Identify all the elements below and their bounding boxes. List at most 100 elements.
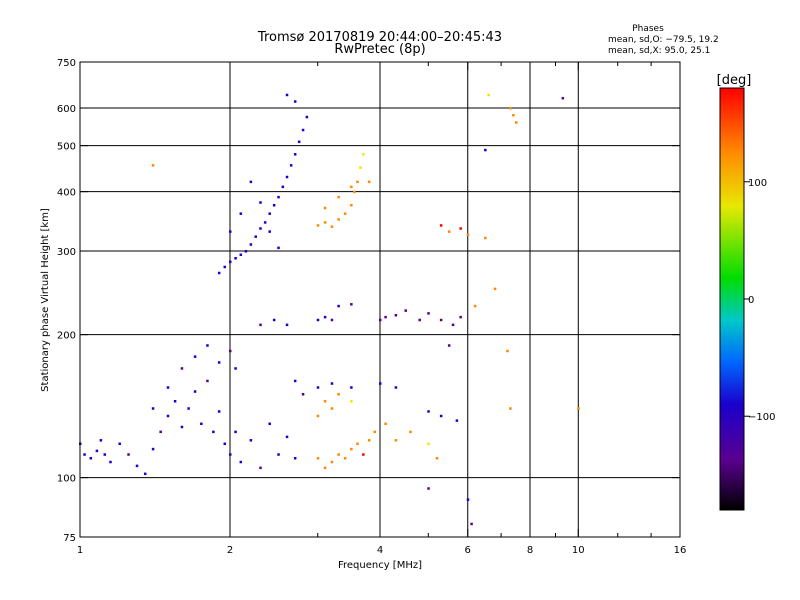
data-point	[166, 386, 170, 389]
data-point	[89, 456, 93, 460]
data-point	[484, 236, 487, 240]
data-point	[200, 422, 203, 426]
data-point	[259, 323, 262, 327]
data-point	[384, 315, 387, 319]
x-axis-label: Frequency [MHz]	[338, 560, 422, 571]
data-point	[217, 361, 221, 364]
data-point	[561, 96, 565, 100]
data-point	[234, 367, 237, 370]
data-point	[337, 453, 340, 456]
data-point	[384, 422, 387, 426]
data-point	[394, 439, 398, 442]
data-point	[337, 304, 340, 308]
data-point	[330, 460, 334, 464]
data-point	[297, 140, 301, 144]
data-point	[229, 453, 232, 456]
data-point	[212, 430, 215, 434]
data-point	[379, 382, 382, 385]
data-point	[466, 233, 470, 237]
x-tick-label: 8	[527, 545, 533, 556]
data-point	[404, 309, 407, 312]
data-point	[272, 203, 276, 207]
data-point	[330, 225, 334, 228]
data-point	[272, 318, 276, 322]
data-point	[323, 400, 327, 403]
data-point	[277, 246, 280, 250]
data-point	[356, 442, 359, 446]
y-tick-label: 100	[57, 474, 76, 485]
data-point	[301, 393, 305, 396]
data-point	[493, 287, 497, 291]
data-point	[353, 190, 356, 194]
data-point	[506, 349, 509, 353]
x-axis: 1 2 4 6 8 10 16	[77, 62, 687, 556]
data-point	[285, 175, 289, 179]
data-point	[470, 522, 473, 526]
data-point	[293, 153, 297, 156]
data-point	[217, 271, 221, 275]
data-point	[263, 221, 267, 224]
data-point	[135, 464, 139, 468]
x-tick-label: 6	[465, 545, 471, 556]
y-tick-label: 750	[57, 58, 76, 69]
data-point	[373, 430, 377, 434]
data-point	[143, 472, 147, 476]
data-point	[435, 456, 439, 460]
colorbar-label: [deg]	[717, 73, 752, 88]
data-point	[249, 439, 253, 442]
data-point	[229, 230, 232, 233]
data-point	[447, 230, 451, 233]
data-point	[206, 344, 209, 347]
colorbar	[719, 87, 745, 511]
data-point	[234, 430, 237, 434]
data-point	[234, 257, 237, 260]
data-point	[451, 323, 455, 327]
data-point	[83, 453, 86, 456]
x-tick-label: 1	[77, 545, 83, 556]
data-point	[509, 407, 512, 410]
y-axis-label: Stationary phase Virtual Height [km]	[40, 208, 51, 392]
y-tick-label: 200	[57, 331, 76, 342]
data-point	[427, 442, 430, 446]
data-point	[293, 100, 297, 103]
data-point	[418, 318, 421, 322]
data-point	[285, 93, 289, 97]
y-tick-label: 600	[57, 104, 76, 115]
data-point	[350, 185, 353, 189]
data-point	[187, 407, 190, 410]
data-point	[223, 265, 227, 269]
data-point	[268, 230, 271, 233]
data-point	[159, 430, 162, 434]
data-point	[427, 487, 430, 490]
data-point	[447, 344, 451, 347]
y-tick-label: 400	[57, 188, 76, 199]
data-point	[259, 201, 262, 204]
scatter-points	[79, 93, 580, 526]
gridlines	[80, 62, 680, 537]
data-point	[281, 185, 285, 189]
data-point	[293, 379, 297, 383]
data-point	[223, 442, 227, 446]
data-point	[239, 460, 243, 464]
data-point	[127, 453, 130, 456]
data-point	[268, 422, 271, 426]
data-point	[379, 318, 382, 322]
data-point	[362, 453, 365, 456]
data-point	[323, 315, 327, 319]
data-point	[180, 425, 184, 429]
data-point	[337, 393, 340, 396]
data-point	[229, 260, 232, 264]
x-tick-label: 4	[377, 545, 383, 556]
stats-x-mode: mean, sd,X: 95.0, 25.1	[608, 46, 710, 56]
data-point	[193, 390, 197, 393]
x-tick-label: 16	[674, 545, 687, 556]
data-point	[330, 407, 334, 410]
data-point	[330, 382, 334, 385]
data-point	[239, 212, 243, 215]
data-point	[350, 400, 353, 403]
data-point	[259, 227, 262, 230]
data-point	[285, 435, 289, 439]
data-point	[356, 180, 359, 184]
data-point	[350, 447, 353, 451]
data-point	[473, 304, 477, 308]
